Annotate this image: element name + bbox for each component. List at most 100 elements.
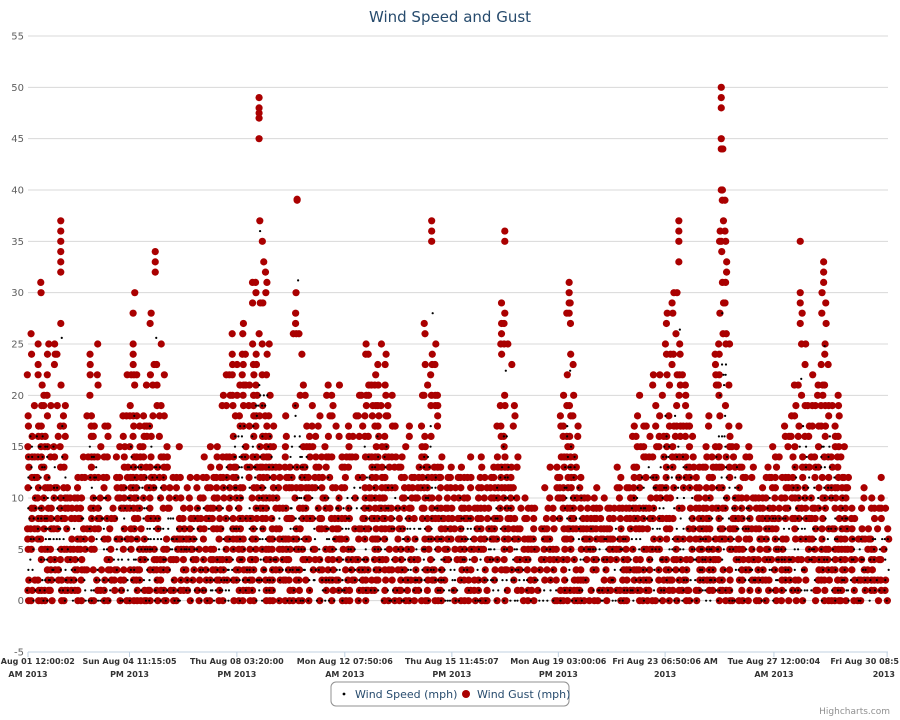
gust-point[interactable] (784, 443, 792, 451)
speed-point[interactable] (240, 558, 243, 561)
gust-point[interactable] (632, 463, 641, 471)
speed-point[interactable] (469, 527, 472, 530)
gust-point[interactable] (742, 473, 750, 482)
speed-point[interactable] (500, 466, 504, 469)
gust-point[interactable] (263, 473, 271, 482)
gust-point[interactable] (600, 576, 608, 584)
gust-point[interactable] (615, 484, 624, 492)
speed-point[interactable] (642, 548, 645, 551)
gust-point[interactable] (490, 576, 498, 584)
speed-point[interactable] (425, 476, 428, 479)
gust-spike-point[interactable] (428, 237, 436, 245)
gust-point[interactable] (686, 473, 694, 482)
speed-point[interactable] (52, 496, 55, 500)
speed-point[interactable] (56, 496, 59, 500)
gust-point[interactable] (94, 381, 102, 389)
speed-point[interactable] (798, 445, 801, 448)
speed-point[interactable] (95, 517, 98, 520)
gust-point[interactable] (316, 597, 324, 605)
gust-point[interactable] (213, 443, 221, 451)
speed-point[interactable] (224, 589, 227, 592)
gust-point[interactable] (256, 217, 264, 225)
gust-point[interactable] (45, 340, 53, 348)
speed-point[interactable] (823, 486, 826, 489)
speed-point[interactable] (134, 589, 137, 592)
gust-point[interactable] (705, 412, 713, 420)
speed-point[interactable] (335, 568, 338, 571)
speed-point[interactable] (459, 496, 462, 500)
gust-point[interactable] (126, 402, 134, 410)
gust-point[interactable] (153, 381, 161, 389)
speed-point[interactable] (217, 548, 221, 551)
speed-point[interactable] (90, 599, 93, 602)
gust-point[interactable] (192, 556, 200, 564)
speed-point[interactable] (307, 599, 310, 602)
speed-point[interactable] (37, 455, 40, 459)
gust-point[interactable] (701, 463, 709, 471)
gust-spike-point[interactable] (820, 258, 828, 266)
speed-point[interactable] (654, 486, 657, 489)
gust-point[interactable] (96, 494, 104, 502)
speed-point[interactable] (715, 486, 718, 489)
speed-point[interactable] (169, 517, 172, 520)
speed-point[interactable] (73, 568, 77, 571)
speed-point[interactable] (771, 517, 775, 520)
gust-point[interactable] (507, 494, 515, 502)
speed-point[interactable] (53, 579, 56, 582)
speed-point[interactable] (650, 579, 654, 582)
speed-point[interactable] (292, 527, 295, 530)
gust-point[interactable] (165, 504, 173, 512)
gust-point[interactable] (801, 360, 809, 369)
gust-point[interactable] (769, 443, 777, 451)
gust-point[interactable] (374, 514, 382, 523)
speed-point[interactable] (41, 435, 44, 438)
speed-point[interactable] (227, 568, 230, 571)
gust-point[interactable] (326, 504, 334, 512)
speed-point[interactable] (409, 527, 412, 530)
speed-point[interactable] (315, 507, 319, 510)
speed-point[interactable] (251, 445, 254, 448)
speed-point[interactable] (299, 466, 302, 469)
gust-point[interactable] (463, 494, 472, 502)
speed-point[interactable] (682, 486, 685, 489)
gust-point[interactable] (180, 525, 188, 533)
speed-point[interactable] (619, 548, 622, 551)
speed-point[interactable] (394, 507, 398, 510)
speed-point[interactable] (651, 548, 654, 551)
speed-point[interactable] (147, 537, 150, 541)
speed-point[interactable] (42, 599, 45, 602)
speed-point[interactable] (616, 537, 619, 541)
speed-point[interactable] (321, 589, 324, 592)
gust-point[interactable] (398, 453, 406, 461)
speed-point[interactable] (872, 548, 876, 551)
gust-point[interactable] (584, 504, 592, 512)
speed-point[interactable] (151, 548, 154, 551)
speed-point[interactable] (724, 363, 728, 366)
speed-point[interactable] (225, 558, 228, 561)
speed-point[interactable] (887, 568, 890, 571)
speed-point[interactable] (386, 589, 389, 592)
gust-point[interactable] (794, 576, 803, 584)
speed-point[interactable] (578, 517, 581, 520)
speed-point[interactable] (584, 579, 587, 582)
gust-point[interactable] (217, 525, 225, 533)
speed-point[interactable] (542, 558, 545, 561)
gust-point[interactable] (673, 597, 681, 605)
gust-point[interactable] (636, 556, 644, 564)
speed-point[interactable] (778, 517, 781, 520)
gust-point[interactable] (630, 484, 638, 492)
speed-point[interactable] (327, 579, 330, 582)
speed-point[interactable] (145, 507, 148, 510)
speed-point[interactable] (44, 445, 47, 448)
gust-point[interactable] (851, 514, 859, 523)
gust-point[interactable] (183, 586, 192, 595)
speed-point[interactable] (327, 476, 330, 479)
gust-point[interactable] (642, 422, 650, 430)
speed-point[interactable] (722, 548, 725, 551)
gust-point[interactable] (309, 566, 317, 574)
gust-point[interactable] (771, 484, 780, 492)
gust-point[interactable] (111, 514, 119, 523)
speed-point[interactable] (331, 548, 334, 551)
gust-point[interactable] (811, 402, 820, 410)
speed-point[interactable] (61, 425, 64, 428)
